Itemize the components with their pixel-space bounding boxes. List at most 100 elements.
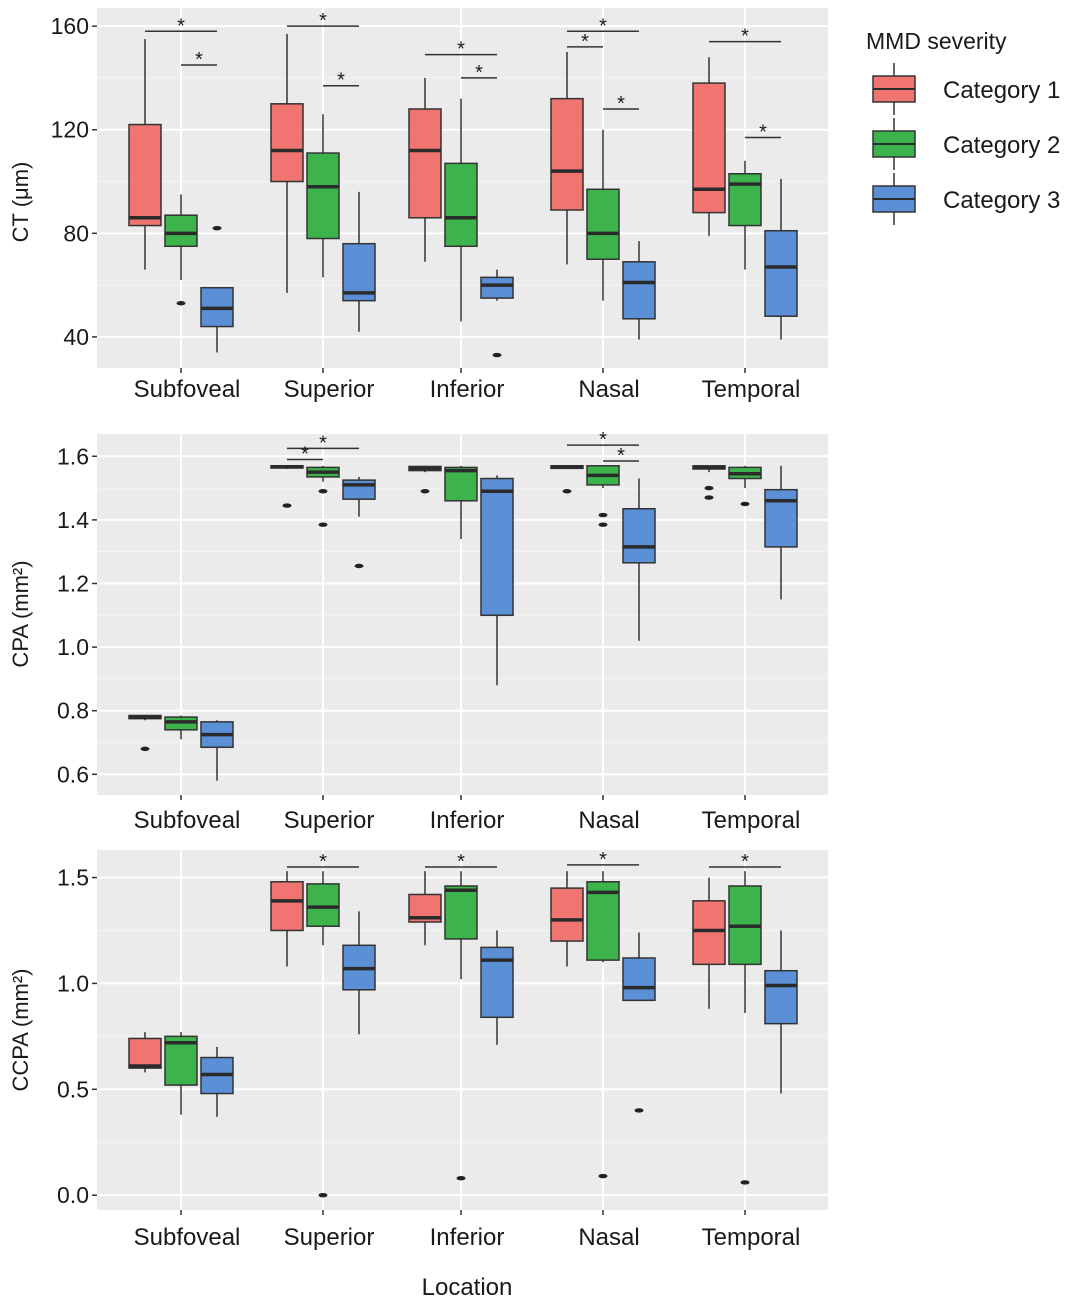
boxplot-category-2	[444, 871, 478, 1181]
x-tick-label: Subfoveal	[134, 807, 241, 834]
boxplot-category-1	[270, 871, 304, 967]
x-tick-label: Subfoveal	[134, 376, 241, 403]
significance-star: *	[581, 31, 589, 53]
boxplot-category-1	[270, 465, 304, 508]
boxplot-category-2	[444, 465, 478, 539]
box	[764, 488, 798, 548]
y-tick-label: 80	[63, 220, 89, 246]
box	[764, 969, 798, 1025]
box	[480, 276, 514, 299]
outlier-point	[140, 746, 150, 752]
x-tick-label: Subfoveal	[134, 1224, 241, 1251]
outlier-point	[704, 485, 714, 491]
boxplot-category-3	[764, 465, 798, 600]
box	[408, 108, 442, 219]
ccpa-panel: 0.0 0.5 1.0 1.5 Subfoveal Superior Inferior Nas…	[8, 849, 828, 1251]
box	[550, 887, 584, 942]
boxplot-category-3	[200, 225, 234, 353]
boxplot-category-3	[342, 911, 376, 1035]
boxplot-category-1	[550, 52, 584, 265]
boxplot-category-1	[270, 33, 304, 293]
y-tick-label: 160	[51, 13, 89, 39]
outlier-point	[456, 1176, 466, 1181]
x-tick-label: Inferior	[430, 1224, 505, 1251]
significance-star: *	[457, 851, 465, 873]
box	[692, 900, 726, 966]
y-axis-label: CPA (mm²)	[8, 560, 33, 667]
significance-star: *	[617, 445, 625, 467]
box	[128, 123, 162, 227]
box	[550, 97, 584, 211]
boxplot-category-2	[728, 160, 762, 270]
significance-star: *	[741, 26, 749, 48]
box	[622, 261, 656, 320]
outlier-point	[354, 563, 364, 569]
x-tick-label: Superior	[284, 807, 375, 834]
x-tick-label: Inferior	[430, 376, 505, 403]
significance-star: *	[319, 432, 327, 454]
outlier-point	[212, 225, 222, 231]
x-tick-label: Superior	[284, 376, 375, 403]
boxplot-category-3	[342, 191, 376, 332]
boxplot-category-2	[444, 98, 478, 322]
significance-star: *	[741, 851, 749, 873]
boxplot-category-1	[128, 1032, 162, 1073]
boxplot-category-2	[164, 1032, 198, 1115]
cpa-panel: 0.6 0.8 1.0 1.2 1.4 1.6 Subfoveal Superior Infer…	[8, 429, 828, 834]
boxplot-category-2	[586, 465, 620, 527]
boxplot-category-2	[728, 871, 762, 1185]
x-tick-label: Nasal	[578, 376, 639, 403]
outlier-point	[634, 1108, 644, 1113]
x-tick-label: Temporal	[702, 807, 801, 834]
boxplot-category-2	[306, 871, 340, 1198]
box	[444, 162, 478, 248]
y-tick-label: 40	[63, 324, 89, 350]
legend-key-category-2: Category 2	[872, 118, 1060, 170]
significance-star: *	[457, 39, 465, 61]
significance-star: *	[301, 443, 309, 465]
outlier-point	[318, 522, 328, 527]
box	[480, 946, 514, 1019]
box	[444, 885, 478, 940]
outlier-point	[740, 1180, 750, 1185]
y-tick-label: 120	[51, 117, 89, 143]
box	[764, 229, 798, 317]
outlier-point	[598, 512, 608, 518]
outlier-point	[740, 501, 750, 507]
boxplot-category-3	[622, 241, 656, 340]
significance-star: *	[337, 70, 345, 92]
box	[622, 957, 656, 1002]
y-tick-label: 1.5	[57, 865, 89, 891]
box	[586, 188, 620, 260]
legend-key-category-1: Category 1	[872, 63, 1060, 115]
outlier-point	[598, 1173, 608, 1179]
box	[270, 103, 304, 183]
y-tick-label: 1.6	[57, 443, 89, 469]
boxplot-category-3	[622, 932, 656, 1113]
y-tick-label: 0.6	[57, 761, 89, 787]
box	[342, 479, 376, 500]
boxplot-category-1	[692, 465, 726, 500]
y-tick-label: 1.0	[57, 970, 89, 996]
legend: MMD severity Category 1 Category 2 Categor…	[866, 28, 1060, 225]
boxplot-category-3	[200, 720, 234, 781]
outlier-point	[562, 489, 572, 494]
legend-label: Category 1	[943, 77, 1060, 104]
boxplot-category-1	[128, 39, 162, 270]
significance-star: *	[617, 93, 625, 115]
y-tick-label: 0.5	[57, 1076, 89, 1102]
significance-star: *	[475, 62, 483, 84]
box	[692, 82, 726, 214]
x-tick-label: Nasal	[578, 1224, 639, 1251]
significance-star: *	[599, 429, 607, 451]
box	[306, 883, 340, 927]
box	[270, 881, 304, 932]
boxplot-category-1	[408, 77, 442, 262]
boxplot-category-3	[480, 269, 514, 358]
box	[586, 881, 620, 961]
significance-star: *	[319, 851, 327, 873]
boxplot-category-2	[306, 465, 340, 527]
x-axis-label: Location	[422, 1274, 513, 1301]
legend-label: Category 2	[943, 132, 1060, 159]
significance-star: *	[759, 121, 767, 143]
